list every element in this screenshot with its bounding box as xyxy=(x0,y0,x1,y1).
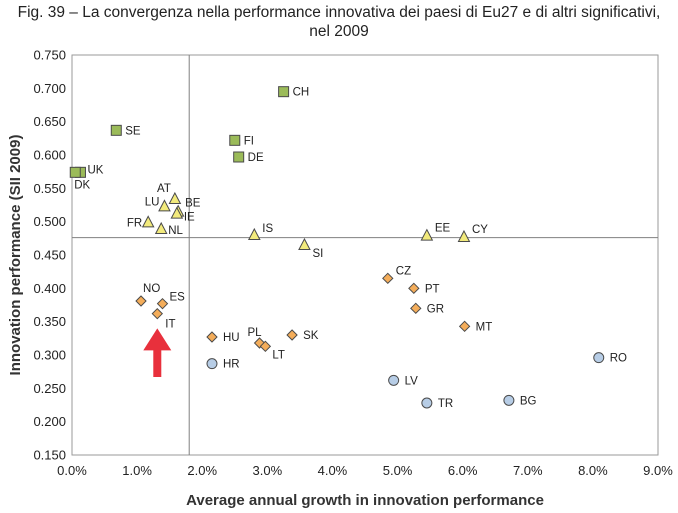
data-point-ie xyxy=(170,206,184,219)
y-tick-label: 0.150 xyxy=(33,448,66,463)
data-point-tr xyxy=(421,397,433,409)
y-tick-label: 0.350 xyxy=(33,314,66,329)
data-point-es xyxy=(156,297,169,310)
point-label-cz: CZ xyxy=(396,265,411,277)
y-tick-label: 0.600 xyxy=(33,148,66,163)
highlight-arrow xyxy=(143,328,172,377)
point-label-ch: CH xyxy=(293,87,310,99)
point-label-sk: SK xyxy=(303,330,319,342)
y-tick-label: 0.300 xyxy=(33,348,66,363)
data-point-cy xyxy=(457,229,471,242)
data-point-pt xyxy=(408,282,420,295)
data-point-is xyxy=(247,227,261,240)
figure-caption: Fig. 39 – La convergenza nella performan… xyxy=(0,3,678,41)
plot-area xyxy=(71,54,659,456)
data-point-lu xyxy=(158,199,171,212)
point-label-at: AT xyxy=(157,183,171,195)
point-label-bg: BG xyxy=(520,395,537,407)
data-point-fr xyxy=(141,215,155,228)
point-label-pt: PT xyxy=(425,283,440,295)
data-point-dk xyxy=(69,166,81,178)
y-tick-label: 0.700 xyxy=(33,81,66,96)
point-label-lv: LV xyxy=(405,375,419,387)
x-tick-label: 8.0% xyxy=(578,463,608,478)
point-label-tr: TR xyxy=(438,398,453,410)
x-tick-label: 9.0% xyxy=(643,463,673,478)
point-label-gr: GR xyxy=(427,303,444,315)
x-tick-label: 0.0% xyxy=(57,463,87,478)
point-label-se: SE xyxy=(125,125,141,137)
data-point-ee xyxy=(420,228,434,241)
x-tick-label: 2.0% xyxy=(187,463,217,478)
data-point-ch xyxy=(278,86,290,98)
point-label-lu: LU xyxy=(145,196,160,208)
data-point-fi xyxy=(229,134,241,146)
point-label-pl: PL xyxy=(248,327,263,339)
caption-line-2: nel 2009 xyxy=(309,23,369,40)
x-axis-ticks: 0.0% 1.0% 2.0% 3.0% 4.0% 5.0% 6.0% 7.0% 8.0% 9.0% xyxy=(57,463,673,478)
red-arrow xyxy=(143,328,172,377)
y-tick-label: 0.450 xyxy=(33,248,66,263)
point-label-cy: CY xyxy=(472,224,488,236)
y-axis-label: Innovation performance (SII 2009) xyxy=(7,135,24,376)
data-point-it xyxy=(151,307,164,320)
y-tick-label: 0.500 xyxy=(33,214,66,229)
point-label-fr: FR xyxy=(127,217,142,229)
point-label-dk: DK xyxy=(74,179,90,191)
y-tick-label: 0.250 xyxy=(33,381,66,396)
data-point-nl xyxy=(154,221,168,234)
reference-lines xyxy=(72,55,658,455)
y-axis-ticks: 0.150 0.200 0.250 0.300 0.350 0.400 0.450 0.500… xyxy=(33,48,66,463)
point-label-fi: FI xyxy=(244,135,254,147)
data-point-ro xyxy=(593,352,605,364)
data-point-cz xyxy=(382,272,394,285)
point-label-hu: HU xyxy=(223,332,240,344)
data-point-hr xyxy=(206,358,218,370)
data-points xyxy=(69,86,605,409)
data-point-lt xyxy=(259,340,272,353)
x-tick-label: 7.0% xyxy=(513,463,543,478)
point-label-ro: RO xyxy=(610,353,627,365)
point-label-ie: IE xyxy=(184,212,195,224)
data-point-hu xyxy=(206,331,218,343)
point-label-is: IS xyxy=(262,223,273,235)
data-point-mt xyxy=(458,320,471,333)
data-point-sk xyxy=(286,329,298,341)
y-tick-label: 0.400 xyxy=(33,281,66,296)
y-tick-label: 0.650 xyxy=(33,114,66,129)
x-tick-label: 1.0% xyxy=(122,463,152,478)
point-label-nl: NL xyxy=(168,225,183,237)
y-tick-label: 0.550 xyxy=(33,181,66,196)
data-point-gr xyxy=(410,302,422,315)
x-axis-label: Average annual growth in innovation perf… xyxy=(186,492,544,509)
data-point-de xyxy=(233,151,245,163)
x-tick-label: 3.0% xyxy=(253,463,283,478)
y-tick-label: 0.200 xyxy=(33,414,66,429)
point-label-it: IT xyxy=(165,319,175,331)
data-point-lv xyxy=(388,374,400,386)
point-label-no: NO xyxy=(143,283,160,295)
point-label-de: DE xyxy=(248,152,264,164)
data-point-si xyxy=(298,237,311,250)
point-label-es: ES xyxy=(170,292,186,304)
point-label-ee: EE xyxy=(435,223,451,235)
point-label-lt: LT xyxy=(272,349,285,361)
point-label-si: SI xyxy=(312,248,323,260)
point-label-be: BE xyxy=(185,198,201,210)
x-tick-label: 5.0% xyxy=(383,463,413,478)
x-tick-label: 4.0% xyxy=(318,463,348,478)
point-label-uk: UK xyxy=(87,164,103,176)
y-tick-label: 0.750 xyxy=(33,48,66,63)
data-point-bg xyxy=(503,394,515,406)
data-point-at xyxy=(168,191,182,204)
data-point-se xyxy=(110,124,122,136)
x-tick-label: 6.0% xyxy=(448,463,478,478)
caption-line-1: Fig. 39 – La convergenza nella performan… xyxy=(17,4,661,21)
data-point-no xyxy=(135,295,147,307)
point-label-hr: HR xyxy=(223,359,240,371)
point-label-mt: MT xyxy=(476,321,493,333)
